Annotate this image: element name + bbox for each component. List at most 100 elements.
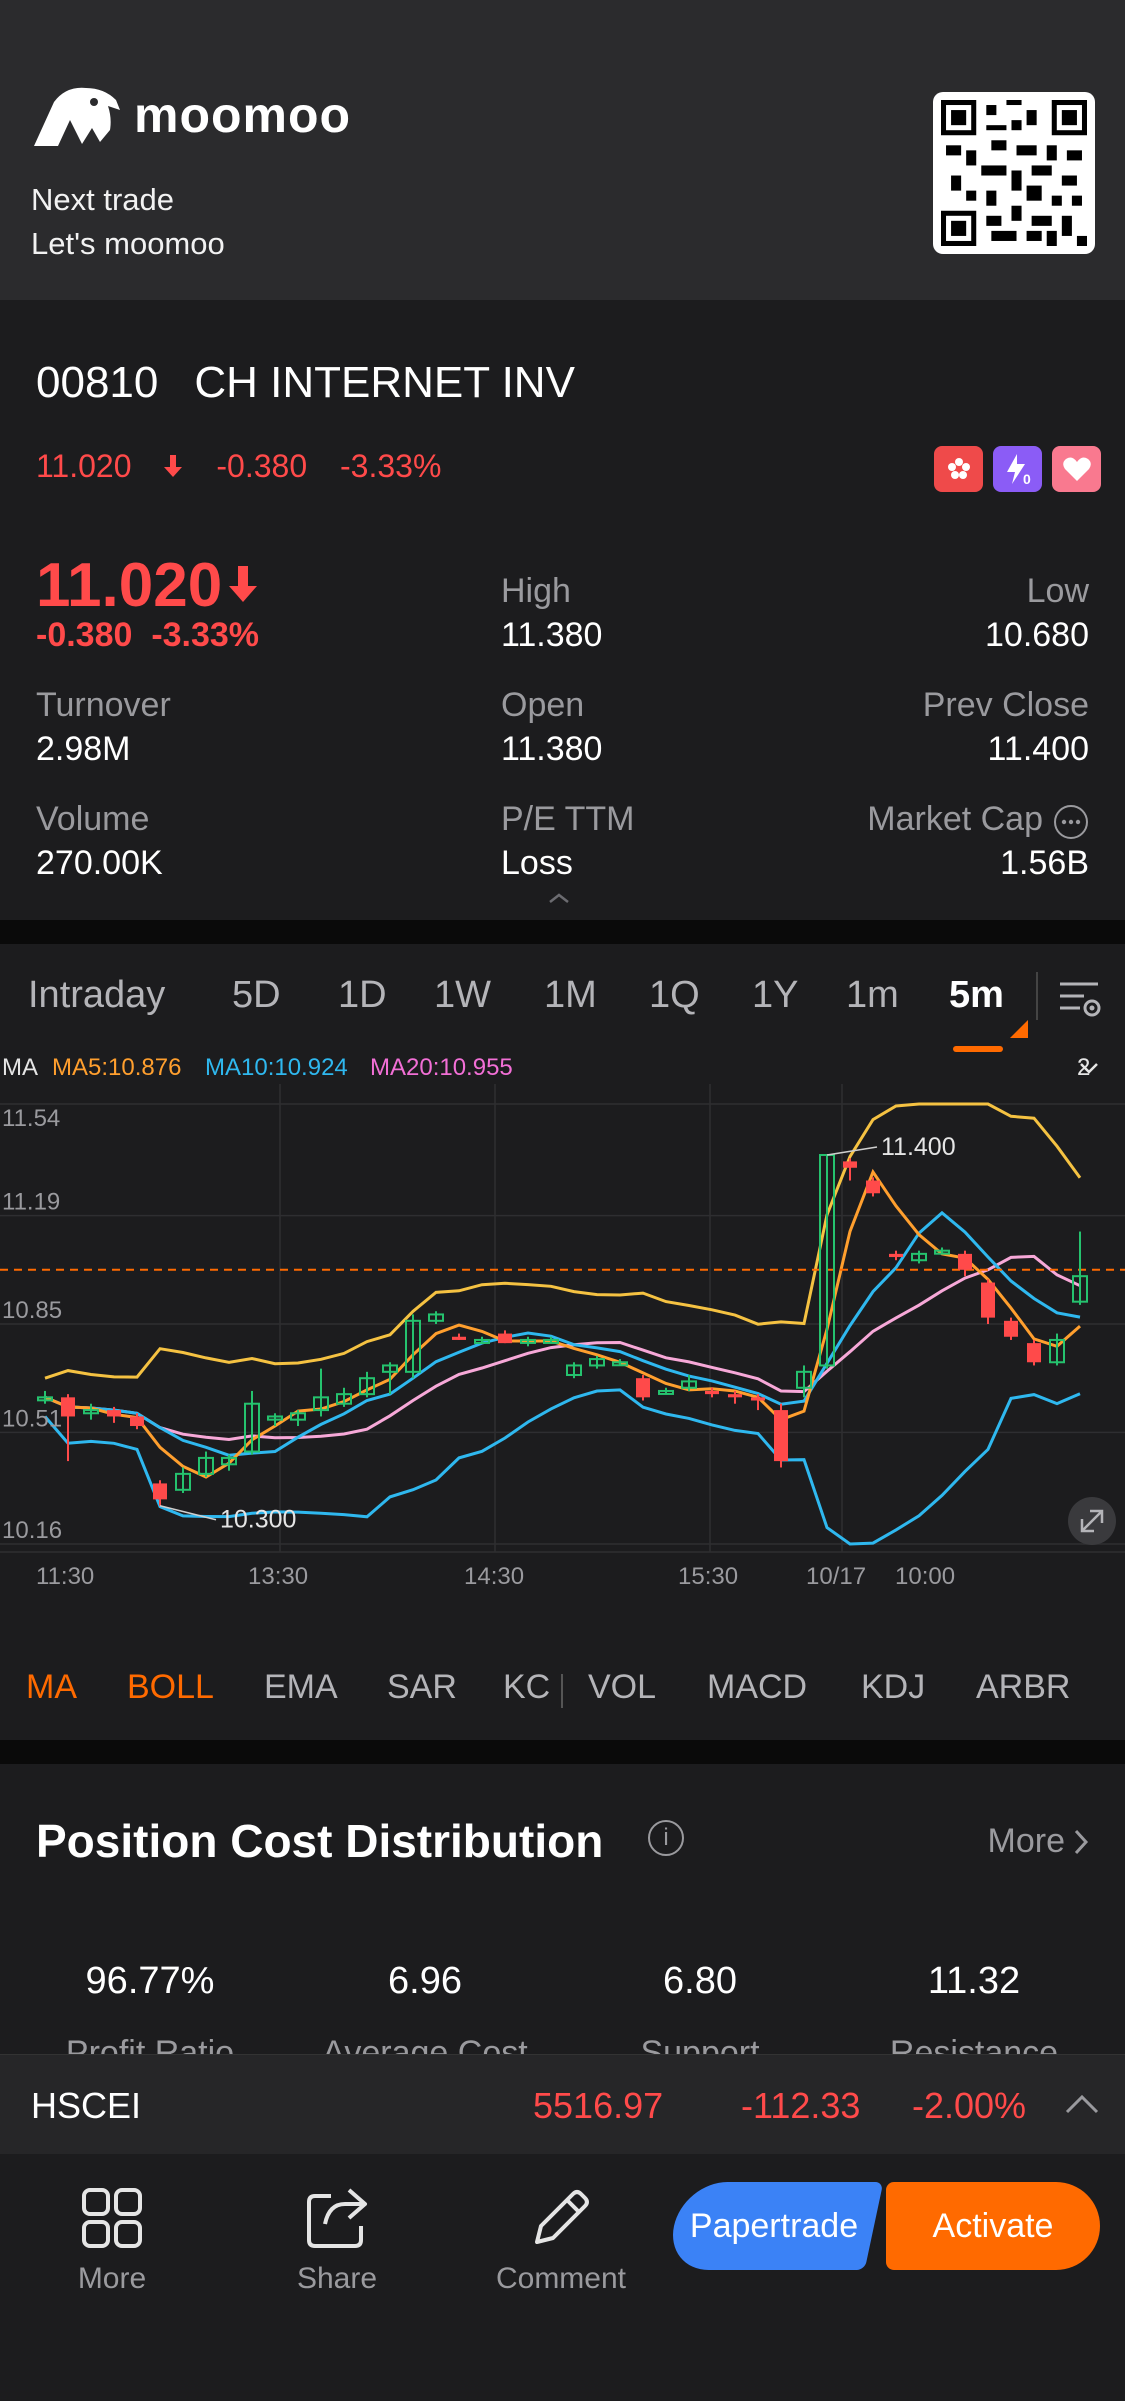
ad-banner[interactable]: moomoo Next trade Let's moomoo bbox=[0, 0, 1125, 300]
profit-ratio-label: Profit Ratio bbox=[65, 2034, 235, 2054]
pe-value: Loss bbox=[501, 844, 573, 882]
favorite-heart-icon[interactable] bbox=[1052, 446, 1101, 492]
tab-1d[interactable]: 1D bbox=[338, 974, 387, 1016]
indicator-ema[interactable]: EMA bbox=[264, 1668, 338, 1706]
candle-body-up bbox=[83, 1409, 99, 1415]
activate-button[interactable]: Activate bbox=[886, 2182, 1100, 2270]
stock-name: CH INTERNET INV bbox=[194, 358, 575, 407]
support-value: 6.80 bbox=[663, 1960, 737, 2002]
indicator-macd[interactable]: MACD bbox=[707, 1668, 808, 1706]
tab-5d[interactable]: 5D bbox=[232, 974, 281, 1016]
candle-body-up bbox=[612, 1361, 628, 1367]
tab-1m-minute[interactable]: 1m bbox=[846, 974, 899, 1016]
indicator-kc[interactable]: KC bbox=[503, 1668, 551, 1706]
y-tick-label: 10.16 bbox=[2, 1517, 62, 1544]
index-change-pct: -2.00% bbox=[912, 2085, 1027, 2126]
arrow-down-icon bbox=[163, 455, 182, 477]
nav-comment[interactable]: Comment bbox=[486, 2168, 636, 2296]
tab-1w[interactable]: 1W bbox=[434, 974, 491, 1016]
share-icon bbox=[307, 2188, 367, 2248]
candle-body-down bbox=[751, 1397, 765, 1401]
badges: 0 bbox=[934, 446, 1101, 492]
nav-comment-label: Comment bbox=[495, 2262, 627, 2295]
resistance-label: Resistance bbox=[889, 2034, 1059, 2054]
indicator-sar[interactable]: SAR bbox=[387, 1668, 457, 1706]
candle-body-up bbox=[658, 1389, 674, 1395]
candle-body-up bbox=[681, 1380, 697, 1389]
more-dots-icon[interactable] bbox=[1053, 804, 1089, 840]
collapse-caret-icon[interactable] bbox=[548, 892, 570, 904]
position-cost-title: Position Cost Distribution bbox=[36, 1815, 604, 1867]
candle-body-down bbox=[728, 1394, 742, 1398]
candle-body-up bbox=[313, 1396, 329, 1412]
candle-body-up bbox=[1049, 1338, 1065, 1364]
market-cap-value: 1.56B bbox=[1000, 844, 1089, 882]
chevron-up-icon[interactable] bbox=[1064, 2093, 1100, 2115]
price-down-arrow-icon bbox=[229, 566, 258, 602]
tab-1q[interactable]: 1Q bbox=[649, 974, 700, 1016]
tab-intraday[interactable]: Intraday bbox=[28, 974, 166, 1016]
prev-close-label: Prev Close bbox=[922, 686, 1089, 724]
candlestick-chart[interactable]: 11.54 11.19 10.85 10.51 10.16 11:30 13:30 14:30… bbox=[0, 1084, 1125, 1668]
candle-body-up bbox=[934, 1249, 950, 1255]
brand-name: moomoo bbox=[134, 87, 352, 143]
nav-more[interactable]: More bbox=[37, 2168, 187, 2296]
ma-settings-toggle[interactable]: 2 bbox=[1077, 1054, 1099, 1082]
x-tick-label: 14:30 bbox=[464, 1563, 524, 1590]
candle-body-down bbox=[636, 1378, 650, 1398]
bottom-toolbar: More Share Comment Papertrade Activate bbox=[0, 2154, 1125, 2401]
x-tick-label: 10:00 bbox=[895, 1563, 955, 1590]
sub-change-pct: -3.33% bbox=[340, 448, 442, 484]
y-tick-label: 11.54 bbox=[2, 1105, 60, 1132]
price-change: -0.380 -3.33% bbox=[36, 616, 260, 654]
section-divider-2 bbox=[0, 1740, 1125, 1764]
candle-body-up bbox=[37, 1396, 53, 1402]
indicator-kdj[interactable]: KDJ bbox=[861, 1668, 926, 1706]
indicator-boll[interactable]: BOLL bbox=[127, 1668, 214, 1706]
candle-body-down bbox=[705, 1390, 719, 1395]
svg-text:0: 0 bbox=[1023, 471, 1031, 486]
turnover-label: Turnover bbox=[36, 686, 171, 724]
candle-body-down bbox=[1004, 1320, 1018, 1337]
tagline-line-2: Let's moomoo bbox=[31, 226, 225, 261]
candle-body-up bbox=[819, 1154, 835, 1367]
candle-body-up bbox=[520, 1338, 536, 1344]
sub-price: 11.020 bbox=[36, 448, 132, 484]
tab-1y[interactable]: 1Y bbox=[752, 974, 799, 1016]
section-divider bbox=[0, 920, 1125, 944]
x-tick-label: 11:30 bbox=[36, 1563, 94, 1590]
high-value: 11.380 bbox=[501, 616, 603, 654]
y-tick-label: 10.51 bbox=[2, 1405, 62, 1432]
index-ticker-bar[interactable]: HSCEI 5516.97 -112.33 -2.00% bbox=[0, 2054, 1125, 2154]
zero-commission-icon[interactable]: 0 bbox=[993, 446, 1042, 492]
candle-body-down bbox=[452, 1336, 466, 1340]
indicator-ma[interactable]: MA bbox=[26, 1668, 77, 1706]
ma-label: MA bbox=[2, 1054, 38, 1081]
candle-body-up bbox=[566, 1364, 582, 1377]
nav-share[interactable]: Share bbox=[262, 2168, 412, 2296]
low-annotation-label: 10.300 bbox=[220, 1506, 296, 1534]
papertrade-button[interactable]: Papertrade bbox=[664, 2182, 884, 2270]
more-link[interactable]: More bbox=[987, 1822, 1065, 1860]
candle-body-up bbox=[382, 1364, 398, 1373]
x-tick-label: 15:30 bbox=[678, 1563, 738, 1590]
tab-1m-month[interactable]: 1M bbox=[544, 974, 597, 1016]
indicator-arbr[interactable]: ARBR bbox=[976, 1668, 1071, 1706]
tab-5m[interactable]: 5m bbox=[949, 974, 1004, 1016]
info-icon[interactable]: i bbox=[648, 1820, 684, 1856]
chevron-right-icon[interactable] bbox=[1073, 1828, 1089, 1856]
hk-flag-icon[interactable] bbox=[934, 446, 983, 492]
ma5-line bbox=[44, 1168, 1081, 1479]
chart-settings-icon[interactable] bbox=[1058, 976, 1104, 1022]
boll-upper-line bbox=[44, 1102, 1082, 1380]
support-label: Support bbox=[640, 2034, 760, 2054]
candle-body-down bbox=[843, 1161, 857, 1168]
indicator-vol[interactable]: VOL bbox=[588, 1668, 657, 1706]
volume-value: 270.00K bbox=[36, 844, 163, 882]
tab-divider bbox=[1036, 972, 1038, 1020]
candle-body-down bbox=[61, 1397, 75, 1417]
candle-body-up bbox=[911, 1252, 927, 1262]
ma10-line bbox=[44, 1210, 1081, 1457]
position-cost-section: Position Cost Distribution i More 96.77%… bbox=[0, 1764, 1125, 2054]
candle-body-up bbox=[198, 1456, 214, 1475]
